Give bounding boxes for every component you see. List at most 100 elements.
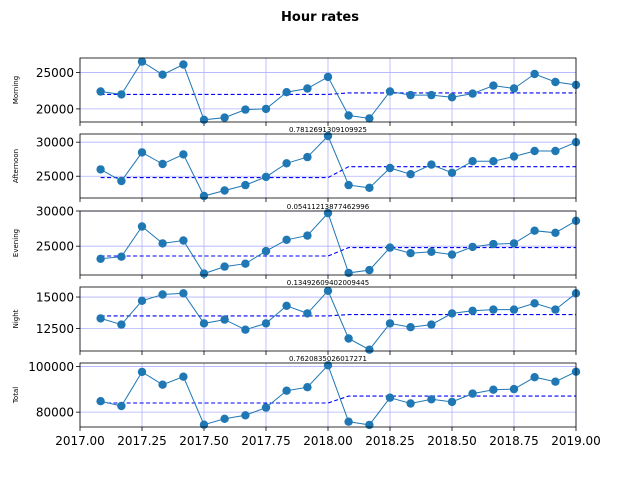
- data-point: [406, 399, 415, 408]
- data-point: [447, 250, 457, 259]
- data-point: [220, 186, 229, 195]
- data-point: [489, 157, 498, 166]
- data-point: [220, 414, 229, 423]
- data-point: [96, 314, 105, 323]
- panels: 20000 25000 Morning 25000 30000 Afternoon 0.78…: [12, 57, 601, 448]
- data-point: [96, 165, 105, 174]
- panel-evening: 25000 30000 Evening 0.05411213877462996: [12, 203, 581, 279]
- data-point: [96, 397, 105, 406]
- data-point: [468, 157, 477, 166]
- data-point: [468, 389, 477, 398]
- data-point: [261, 403, 271, 412]
- data-point: [158, 290, 167, 299]
- data-point: [261, 104, 271, 114]
- data-point: [303, 152, 312, 162]
- data-point: [137, 222, 147, 231]
- series-line: [100, 364, 577, 426]
- data-point: [406, 90, 415, 100]
- data-point: [509, 384, 519, 394]
- data-point: [199, 115, 209, 125]
- data-point: [220, 113, 229, 122]
- data-point: [509, 239, 519, 248]
- panel-annotation: 0.7812691309109925: [289, 126, 367, 134]
- x-tick-label: 2017.25: [117, 434, 167, 448]
- data-point: [179, 150, 188, 159]
- data-point: [282, 386, 291, 395]
- data-point: [468, 89, 477, 98]
- series-line: [100, 60, 577, 121]
- data-point: [489, 385, 498, 394]
- panel-annotation: 0.7620835026017271: [289, 355, 367, 363]
- data-point: [117, 90, 126, 99]
- data-point: [261, 172, 271, 182]
- data-point: [365, 420, 374, 430]
- data-point: [509, 305, 519, 314]
- x-tick-label: 2018.75: [489, 434, 539, 448]
- data-point: [551, 77, 560, 87]
- data-point: [551, 146, 560, 156]
- axes-frame: [79, 57, 577, 123]
- y-tick-label: 100000: [28, 360, 74, 374]
- data-point: [385, 243, 395, 252]
- step-line: [100, 247, 576, 257]
- data-point: [241, 180, 250, 190]
- data-point: [344, 334, 353, 343]
- y-tick-label: 30000: [36, 136, 74, 150]
- data-point: [261, 246, 271, 256]
- data-point: [365, 114, 374, 123]
- panel-annotation: 0.05411213877462996: [287, 203, 370, 211]
- data-point: [447, 309, 457, 318]
- data-point: [117, 320, 126, 329]
- data-point: [385, 393, 395, 402]
- y-tick-label: 25000: [36, 66, 74, 80]
- data-point: [137, 148, 147, 157]
- y-tick-label: 12500: [36, 322, 74, 336]
- axes-frame: [79, 286, 577, 352]
- axes-frame: [79, 133, 577, 199]
- data-point: [385, 87, 395, 96]
- panel-night: 12500 15000 Night 0.13492609402009445: [12, 279, 581, 355]
- data-point: [323, 72, 333, 82]
- data-point: [427, 90, 436, 100]
- data-point: [530, 69, 539, 79]
- data-point: [530, 373, 539, 382]
- data-point: [241, 325, 250, 334]
- panel-total: 80000 100000 Total 0.7620835026017271 2017.0…: [12, 355, 601, 448]
- data-point: [365, 265, 374, 275]
- data-point: [96, 87, 105, 96]
- data-point: [530, 299, 539, 308]
- data-point: [406, 249, 415, 258]
- data-point: [447, 93, 457, 102]
- data-point: [117, 176, 126, 186]
- x-tick-label: 2019.00: [551, 434, 601, 448]
- data-point: [199, 269, 209, 278]
- data-point: [241, 259, 250, 268]
- data-point: [406, 170, 415, 179]
- data-point: [179, 60, 188, 69]
- step-line: [100, 166, 576, 179]
- data-point: [199, 319, 209, 328]
- data-point: [427, 247, 436, 256]
- data-point: [282, 301, 291, 310]
- x-tick-label: 2017.75: [241, 434, 291, 448]
- y-tick-label: 80000: [36, 406, 74, 420]
- data-point: [199, 420, 209, 429]
- data-point: [261, 319, 271, 328]
- data-point: [303, 309, 312, 318]
- data-point: [220, 315, 229, 324]
- data-point: [447, 168, 457, 177]
- data-point: [241, 411, 250, 420]
- data-point: [509, 84, 519, 93]
- data-point: [282, 159, 291, 168]
- y-tick-label: 20000: [36, 102, 74, 116]
- data-point: [365, 345, 374, 354]
- data-point: [551, 228, 560, 237]
- series-line: [100, 289, 577, 351]
- data-point: [406, 323, 415, 332]
- data-point: [303, 231, 312, 240]
- step-line: [100, 92, 576, 95]
- data-point: [179, 289, 188, 298]
- data-point: [365, 183, 374, 192]
- data-point: [96, 254, 105, 263]
